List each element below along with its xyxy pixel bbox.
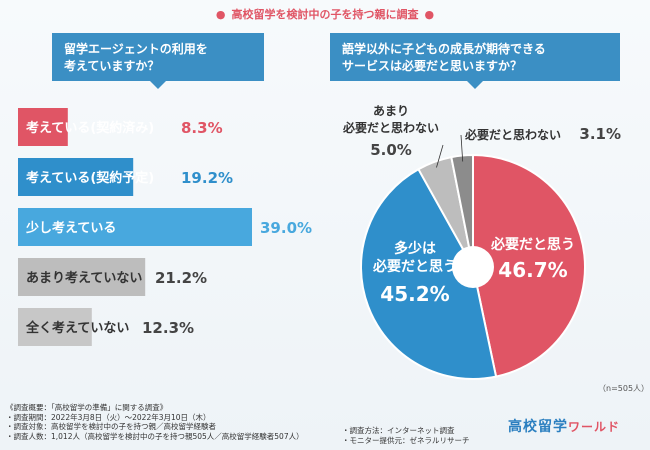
left-question-box: 留学エージェントの利用を 考えていますか？ — [52, 33, 264, 89]
slice-label: 必要だと思わない — [464, 127, 561, 142]
bar — [18, 108, 68, 146]
bar — [18, 158, 134, 196]
right-question-line1: 語学以外に子どもの成長が期待できる — [342, 42, 546, 56]
footer-line: ・モニター提供元：ゼネラルリサーチ — [342, 435, 470, 445]
footer-line: ・調査人数：1,012人（高校留学を検討中の子を持つ親505人／高校留学経験者5… — [6, 431, 304, 441]
category-label: あまり考えていない — [26, 270, 142, 286]
category-label: 全く考えていない — [25, 320, 129, 336]
slice-label: 多少は — [394, 240, 436, 257]
category-label: 考えている(契約予定) — [26, 170, 154, 186]
donut-hole — [452, 246, 494, 288]
title-text: 高校留学を検討中の子を持つ親に調査 — [231, 8, 419, 21]
right-question-line2: サービスは必要だと思いますか？ — [342, 59, 523, 73]
value-label: 21.2% — [155, 269, 207, 287]
footer-line: ・調査対象：高校留学を検討中の子を持つ親／高校留学経験者 — [6, 422, 216, 431]
left-question-line2: 考えていますか？ — [64, 59, 160, 73]
title-bullet-left: ● — [215, 8, 226, 21]
value-label: 12.3% — [142, 319, 194, 337]
bar — [18, 308, 92, 346]
survey-footer-left: 《調査概要：「高校留学の準備」に関する調査》 ・調査期間：2022年3月8日（火… — [6, 403, 304, 441]
footer-line: ・調査方法：インターネット調査 — [342, 426, 455, 435]
survey-footer-right: ・調査方法：インターネット調査 ・モニター提供元：ゼネラルリサーチ — [342, 426, 470, 445]
slice-label: 必要だと思わない — [342, 120, 439, 135]
bar-chart: 考えている(契約済み) 8.3% 考えている(契約予定) 19.2% 少し考えている 39… — [18, 108, 312, 346]
value-label: 39.0% — [260, 219, 312, 237]
value-label: 19.2% — [181, 169, 233, 187]
footer-line: ・調査期間：2022年3月8日（火）～2022年3月10日（木） — [6, 412, 211, 422]
slice-value-label: 3.1% — [579, 125, 621, 143]
category-label: 少し考えている — [25, 220, 116, 236]
sample-size-note: （n=505人） — [598, 384, 650, 393]
pie-slice — [472, 153, 586, 378]
brand-logo: 高校留学ワールド — [508, 416, 620, 436]
leader-line — [436, 144, 444, 168]
logo-main: 高校留学 — [508, 419, 568, 435]
logo-kana: ワールド — [568, 420, 621, 434]
left-question-line1: 留学エージェントの利用を — [64, 42, 208, 56]
footer-line: 《調査概要：「高校留学の準備」に関する調査》 — [6, 403, 168, 412]
slice-value-label: 5.0% — [370, 141, 412, 159]
value-label: 8.3% — [181, 119, 223, 137]
bar — [18, 258, 146, 296]
survey-title: ● 高校留学を検討中の子を持つ親に調査 ● — [0, 6, 650, 22]
slice-value-label: 46.7% — [498, 258, 567, 282]
slice-label: 必要だと思う — [490, 236, 575, 253]
slice-label: あまり — [373, 104, 409, 118]
title-bullet-right: ● — [424, 8, 435, 21]
leader-line — [460, 134, 464, 162]
slice-value-label: 45.2% — [380, 282, 449, 306]
category-label: 考えている(契約済み) — [26, 120, 154, 136]
pie-slice — [360, 167, 498, 380]
slice-label: 必要だと思う — [372, 258, 457, 275]
pie-chart: 必要だと思う46.7%多少は必要だと思う45.2%あまり必要だと思わない5.0%… — [342, 104, 621, 380]
bar — [18, 208, 252, 246]
right-question-box: 語学以外に子どもの成長が期待できる サービスは必要だと思いますか？ — [330, 33, 620, 89]
